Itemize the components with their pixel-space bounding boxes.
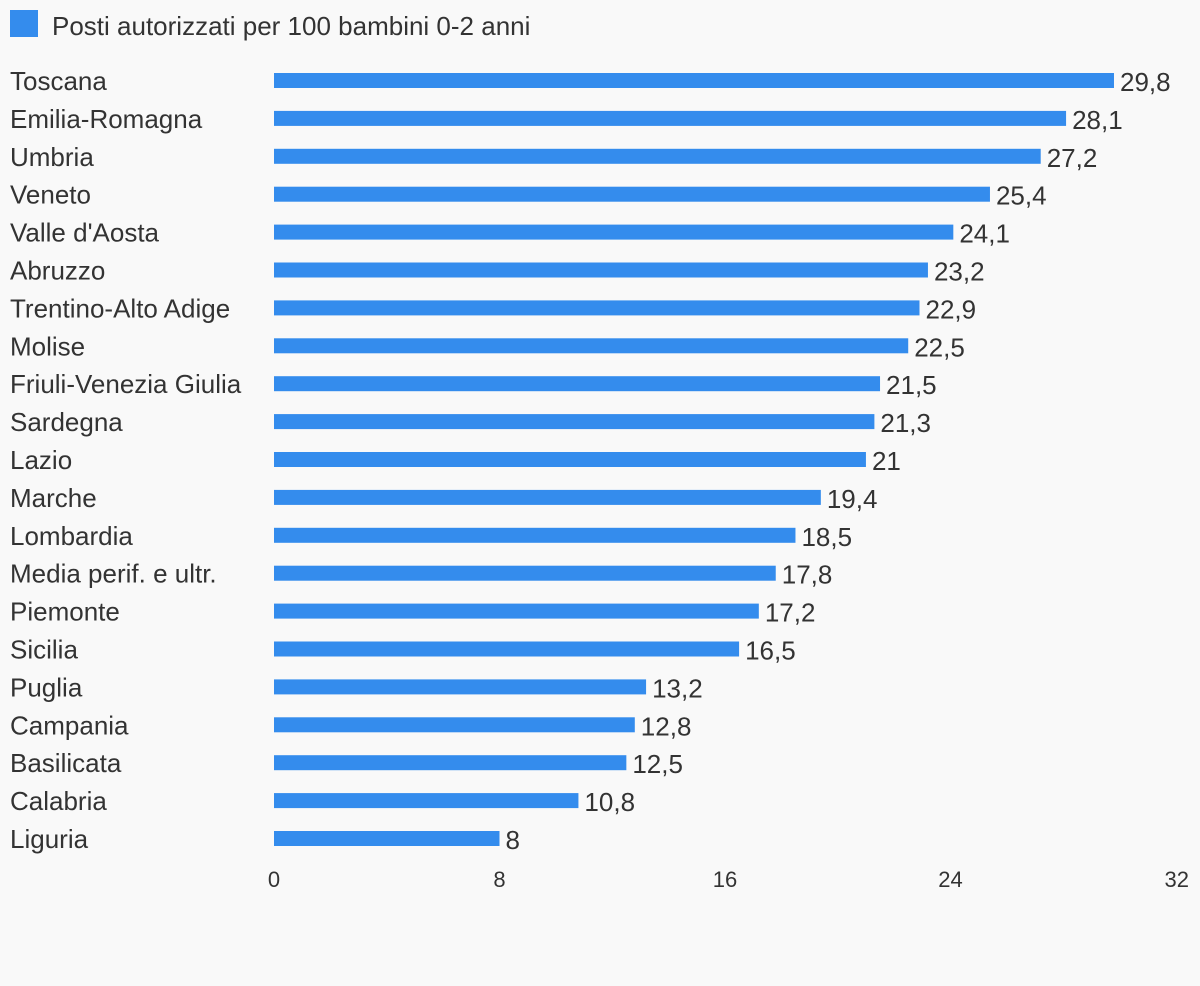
bar: [274, 489, 821, 505]
bar: [274, 793, 579, 809]
category-label: Molise: [10, 331, 85, 361]
bar: [274, 262, 928, 278]
bar: [274, 565, 776, 581]
bar: [274, 641, 740, 657]
category-label: Campania: [10, 710, 129, 740]
category-label: Marche: [10, 483, 97, 513]
x-tick-label: 8: [493, 867, 505, 892]
bar: [274, 527, 796, 543]
value-label: 24,1: [959, 219, 1010, 249]
category-label: Veneto: [10, 180, 91, 210]
value-label: 18,5: [801, 522, 852, 552]
bar: [274, 186, 990, 202]
bar: [274, 831, 500, 846]
bars: [274, 73, 1114, 846]
category-label: Emilia-Romagna: [10, 104, 203, 134]
value-label: 27,2: [1047, 143, 1098, 173]
legend-label: Posti autorizzati per 100 bambini 0-2 an…: [52, 11, 530, 41]
value-label: 10,8: [584, 787, 635, 817]
value-label: 16,5: [745, 636, 796, 666]
value-label: 22,5: [914, 332, 965, 362]
value-label: 22,9: [925, 294, 976, 324]
category-label: Sicilia: [10, 635, 78, 665]
bar: [274, 148, 1041, 164]
category-labels: Toscana Emilia-Romagna Umbria Veneto Valle d…: [10, 66, 242, 854]
category-label: Abruzzo: [10, 256, 105, 286]
category-label: Sardegna: [10, 407, 123, 437]
bar: [274, 110, 1067, 126]
value-label: 13,2: [652, 673, 703, 703]
bar: [274, 376, 881, 392]
value-label: 25,4: [996, 181, 1047, 211]
x-tick-label: 24: [938, 867, 962, 892]
value-label: 12,5: [632, 749, 683, 779]
value-label: 8: [506, 825, 520, 855]
x-axis: 0 8 16 24 32: [268, 867, 1189, 892]
bar: [274, 717, 635, 733]
value-label: 19,4: [827, 484, 878, 514]
bar: [274, 603, 759, 619]
legend: Posti autorizzati per 100 bambini 0-2 an…: [10, 10, 530, 41]
bar: [274, 679, 647, 695]
category-label: Trentino-Alto Adige: [10, 293, 230, 323]
value-label: 12,8: [641, 711, 692, 741]
category-label: Lazio: [10, 445, 72, 475]
category-label: Piemonte: [10, 597, 120, 627]
bar: [274, 452, 866, 467]
value-label: 21,3: [880, 408, 931, 438]
category-label: Friuli-Venezia Giulia: [10, 369, 242, 399]
legend-swatch: [10, 10, 38, 37]
category-label: Puglia: [10, 672, 83, 702]
category-label: Media perif. e ultr.: [10, 559, 217, 589]
bar: [274, 414, 875, 430]
x-tick-label: 16: [713, 867, 737, 892]
value-label: 29,8: [1120, 67, 1171, 97]
bar: [274, 224, 954, 240]
x-tick-label: 32: [1165, 867, 1189, 892]
bar: [274, 338, 909, 354]
bar: [274, 300, 920, 316]
value-label: 21: [872, 446, 901, 476]
category-label: Basilicata: [10, 748, 122, 778]
bar: [274, 755, 627, 771]
value-label: 17,2: [765, 598, 816, 628]
category-label: Lombardia: [10, 521, 133, 551]
category-label: Toscana: [10, 66, 107, 96]
x-tick-label: 0: [268, 867, 280, 892]
value-label: 23,2: [934, 257, 985, 287]
category-label: Liguria: [10, 824, 89, 854]
value-label: 21,5: [886, 370, 937, 400]
value-label: 17,8: [782, 560, 833, 590]
bar: [274, 73, 1114, 88]
category-label: Umbria: [10, 142, 94, 172]
category-label: Valle d'Aosta: [10, 218, 160, 248]
value-label: 28,1: [1072, 105, 1123, 135]
value-labels: 29,8 28,1 27,225,4 24,1 23,2 22,9 22,5 21,5 21,3…: [506, 67, 1171, 855]
category-label: Calabria: [10, 786, 107, 816]
